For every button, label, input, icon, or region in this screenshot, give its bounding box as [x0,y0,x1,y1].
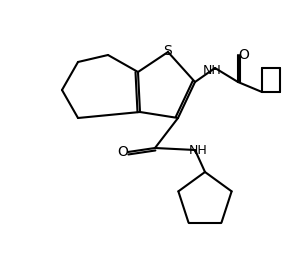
Text: NH: NH [203,64,221,78]
Text: O: O [239,48,250,62]
Text: O: O [118,145,128,159]
Text: S: S [164,44,172,58]
Text: NH: NH [189,144,207,157]
